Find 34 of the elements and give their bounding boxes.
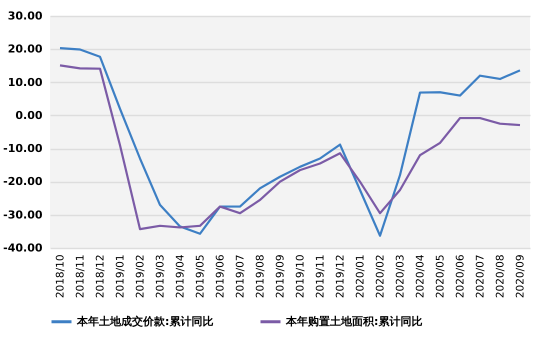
- x-tick-label: 2019/01: [114, 254, 126, 298]
- x-tick-label: 2020/05: [434, 254, 446, 298]
- x-tick-label: 2019/06: [214, 254, 226, 298]
- x-tick-label: 2019/09: [274, 254, 286, 298]
- x-tick-label: 2019/07: [234, 254, 246, 298]
- x-tick-label: 2019/08: [254, 254, 266, 298]
- x-tick-label: 2020/09: [514, 254, 526, 298]
- y-tick-label: 20.00: [8, 42, 43, 56]
- x-tick-label: 2019/05: [194, 254, 206, 298]
- y-tick-label: -30.00: [3, 208, 43, 222]
- x-tick-label: 2020/04: [414, 254, 426, 298]
- x-tick-label: 2019/10: [294, 254, 306, 298]
- x-tick-label: 2019/11: [314, 254, 326, 298]
- x-tick-label: 2020/02: [374, 254, 386, 298]
- x-tick-label: 2020/08: [494, 254, 506, 298]
- y-tick-label: 0.00: [15, 108, 43, 122]
- x-tick-label: 2020/07: [474, 254, 486, 298]
- x-tick-label: 2018/12: [94, 254, 106, 298]
- x-tick-label: 2019/03: [154, 254, 166, 298]
- x-tick-label: 2020/01: [354, 254, 366, 298]
- x-tick-label: 2020/06: [454, 254, 466, 298]
- legend-label: 本年土地成交价款:累计同比: [76, 314, 214, 328]
- x-tick-label: 2019/02: [134, 254, 146, 298]
- x-tick-label: 2018/10: [54, 254, 66, 298]
- y-tick-label: 30.00: [8, 10, 43, 22]
- y-tick-label: -20.00: [3, 175, 43, 188]
- y-tick-label: -10.00: [3, 142, 43, 156]
- y-tick-label: 10.00: [8, 76, 43, 89]
- x-tick-label: 2018/11: [74, 254, 86, 298]
- legend-label: 本年购置土地面积:累计同比: [285, 314, 422, 328]
- x-tick-label: 2020/03: [394, 254, 406, 298]
- x-tick-label: 2019/12: [334, 254, 346, 298]
- x-tick-label: 2019/04: [174, 254, 186, 298]
- y-tick-label: -40.00: [3, 242, 43, 254]
